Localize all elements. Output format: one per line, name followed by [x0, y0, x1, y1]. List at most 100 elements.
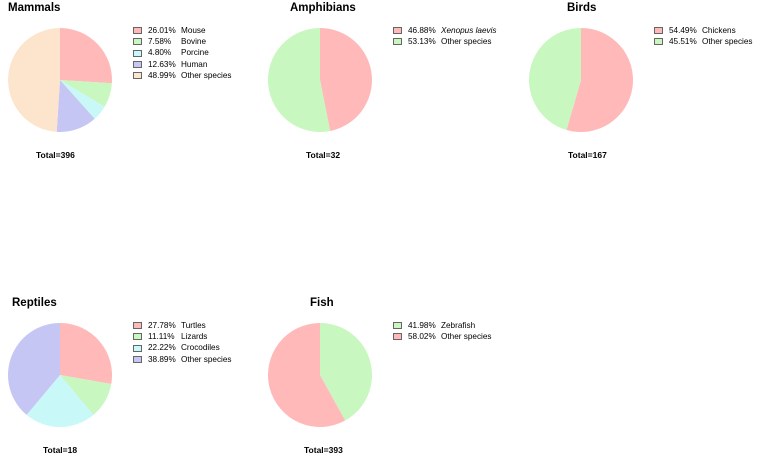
legend-percent: 27.78% — [148, 321, 176, 330]
legend-entry-chickens: 54.49% Chickens — [654, 25, 753, 36]
legend-label: Other species — [702, 37, 753, 47]
legend-entry-lizards: 11.11% Lizards — [133, 331, 232, 342]
legend-entry-zebrafish: 41.98% Zebrafish — [393, 320, 492, 331]
legend: 26.01% Mouse 7.58% Bovine 4.80% Porcine 12.63%… — [133, 25, 232, 81]
legend-swatch — [133, 71, 142, 79]
chart-panel-amphibians: Amphibians 46.88% Xenopus laevis 53.13% Oth… — [260, 0, 515, 170]
pie-slice-porcine — [60, 80, 105, 119]
legend-entry-other-species: 45.51% Other species — [654, 36, 753, 47]
legend-swatch — [133, 38, 142, 46]
legend-percent: 54.49% — [669, 26, 697, 35]
legend: 41.98% Zebrafish 58.02% Other species — [393, 320, 492, 342]
pie-slice-xenopus-laevis — [320, 28, 372, 131]
chart-title: Fish — [310, 297, 334, 309]
legend-swatch — [393, 333, 402, 341]
pie-chart-birds — [529, 27, 634, 132]
legend-entry-other-species: 53.13% Other species — [393, 36, 497, 47]
total-label: Total=167 — [568, 150, 607, 160]
chart-panel-reptiles: Reptiles 27.78% Turtles 11.11% Lizards 22.22… — [0, 295, 255, 465]
chart-title: Mammals — [8, 2, 61, 14]
pie-slice-mouse — [60, 28, 113, 84]
pie-slice-other-species — [529, 28, 581, 130]
legend-percent: 38.89% — [148, 354, 176, 364]
legend-percent: 26.01% — [148, 26, 176, 35]
legend-label: Crocodiles — [181, 343, 220, 353]
legend-percent: 11.11% — [148, 332, 175, 342]
legend-label: Human — [181, 59, 208, 69]
legend-entry-xenopus-laevis: 46.88% Xenopus laevis — [393, 25, 497, 36]
legend-label: Other species — [441, 332, 492, 342]
legend-swatch — [133, 333, 142, 341]
chart-panel-mammals: Mammals 26.01% Mouse 7.58% Bovine 4.80% Porci… — [0, 0, 255, 170]
pie-slice-lizards — [60, 375, 112, 415]
legend-entry-crocodiles: 22.22% Crocodiles — [133, 342, 232, 353]
legend-percent: 41.98% — [408, 321, 436, 330]
legend: 54.49% Chickens 45.51% Other species — [654, 25, 753, 47]
legend-entry-mouse: 26.01% Mouse — [133, 25, 232, 36]
legend-entry-other-species: 38.89% Other species — [133, 354, 232, 365]
pie-chart-mammals — [8, 28, 113, 132]
pie-slice-turtles — [60, 323, 113, 385]
legend: 27.78% Turtles 11.11% Lizards 22.22% Crocodil… — [133, 320, 232, 365]
legend-label: Lizards — [181, 332, 208, 342]
legend-swatch — [654, 27, 663, 35]
total-label: Total=32 — [306, 150, 341, 160]
legend-percent: 45.51% — [669, 37, 697, 47]
legend-label: Porcine — [181, 48, 209, 58]
chart-title: Reptiles — [12, 297, 57, 309]
legend-swatch — [133, 355, 142, 363]
legend-label: Zebrafish — [441, 321, 476, 330]
legend-percent: 12.63% — [148, 59, 176, 69]
pie-slice-zebrafish — [320, 323, 373, 421]
legend-percent: 53.13% — [408, 37, 436, 47]
legend-percent: 22.22% — [148, 343, 176, 353]
legend-swatch — [654, 38, 663, 46]
legend-entry-bovine: 7.58% Bovine — [133, 36, 232, 47]
legend-label: Other species — [441, 37, 492, 47]
legend-label: Xenopus laevis — [441, 26, 497, 35]
legend-swatch — [133, 27, 142, 35]
chart-panel-fish: Fish 41.98% Zebrafish 58.02% Other species … — [260, 295, 515, 465]
total-label: Total=18 — [43, 445, 78, 455]
legend-percent: 7.58% — [148, 37, 172, 47]
legend-entry-other-species: 48.99% Other species — [133, 70, 232, 81]
chart-title: Amphibians — [290, 2, 356, 14]
legend-label: Turtles — [181, 321, 206, 330]
legend-percent: 48.99% — [148, 70, 176, 80]
total-label: Total=396 — [36, 150, 75, 160]
legend-percent: 46.88% — [408, 26, 436, 35]
pie-slice-human — [56, 80, 95, 132]
legend-swatch — [133, 344, 142, 352]
legend-label: Other species — [181, 354, 232, 364]
pie-slice-other-species — [268, 323, 346, 427]
legend-entry-porcine: 4.80% Porcine — [133, 47, 232, 58]
legend-label: Bovine — [181, 37, 207, 47]
pie-slice-other-species — [7, 323, 60, 415]
pie-chart-amphibians — [267, 27, 372, 133]
legend-percent: 58.02% — [408, 332, 436, 342]
total-label: Total=393 — [304, 445, 343, 455]
legend: 46.88% Xenopus laevis 53.13% Other species — [393, 25, 497, 47]
legend-swatch — [133, 60, 142, 68]
legend-entry-other-species: 58.02% Other species — [393, 331, 492, 342]
pie-chart-fish — [268, 323, 373, 427]
legend-swatch — [133, 49, 142, 57]
legend-swatch — [133, 322, 142, 330]
pie-chart-reptiles — [7, 323, 113, 428]
pie-slice-crocodiles — [26, 375, 94, 428]
legend-entry-human: 12.63% Human — [133, 59, 232, 70]
legend-percent: 4.80% — [148, 48, 172, 58]
legend-label: Mouse — [181, 26, 206, 35]
pie-slice-bovine — [60, 80, 112, 107]
legend-swatch — [393, 322, 402, 330]
pie-slice-other-species — [267, 27, 331, 133]
pie-slice-chickens — [566, 27, 634, 132]
legend-swatch — [393, 38, 402, 46]
legend-swatch — [393, 27, 402, 35]
legend-label: Other species — [181, 70, 232, 80]
legend-entry-turtles: 27.78% Turtles — [133, 320, 232, 331]
chart-title: Birds — [567, 2, 597, 14]
legend-label: Chickens — [702, 26, 736, 35]
pie-slice-other-species — [8, 28, 60, 132]
chart-panel-birds: Birds 54.49% Chickens 45.51% Other species … — [521, 0, 766, 170]
